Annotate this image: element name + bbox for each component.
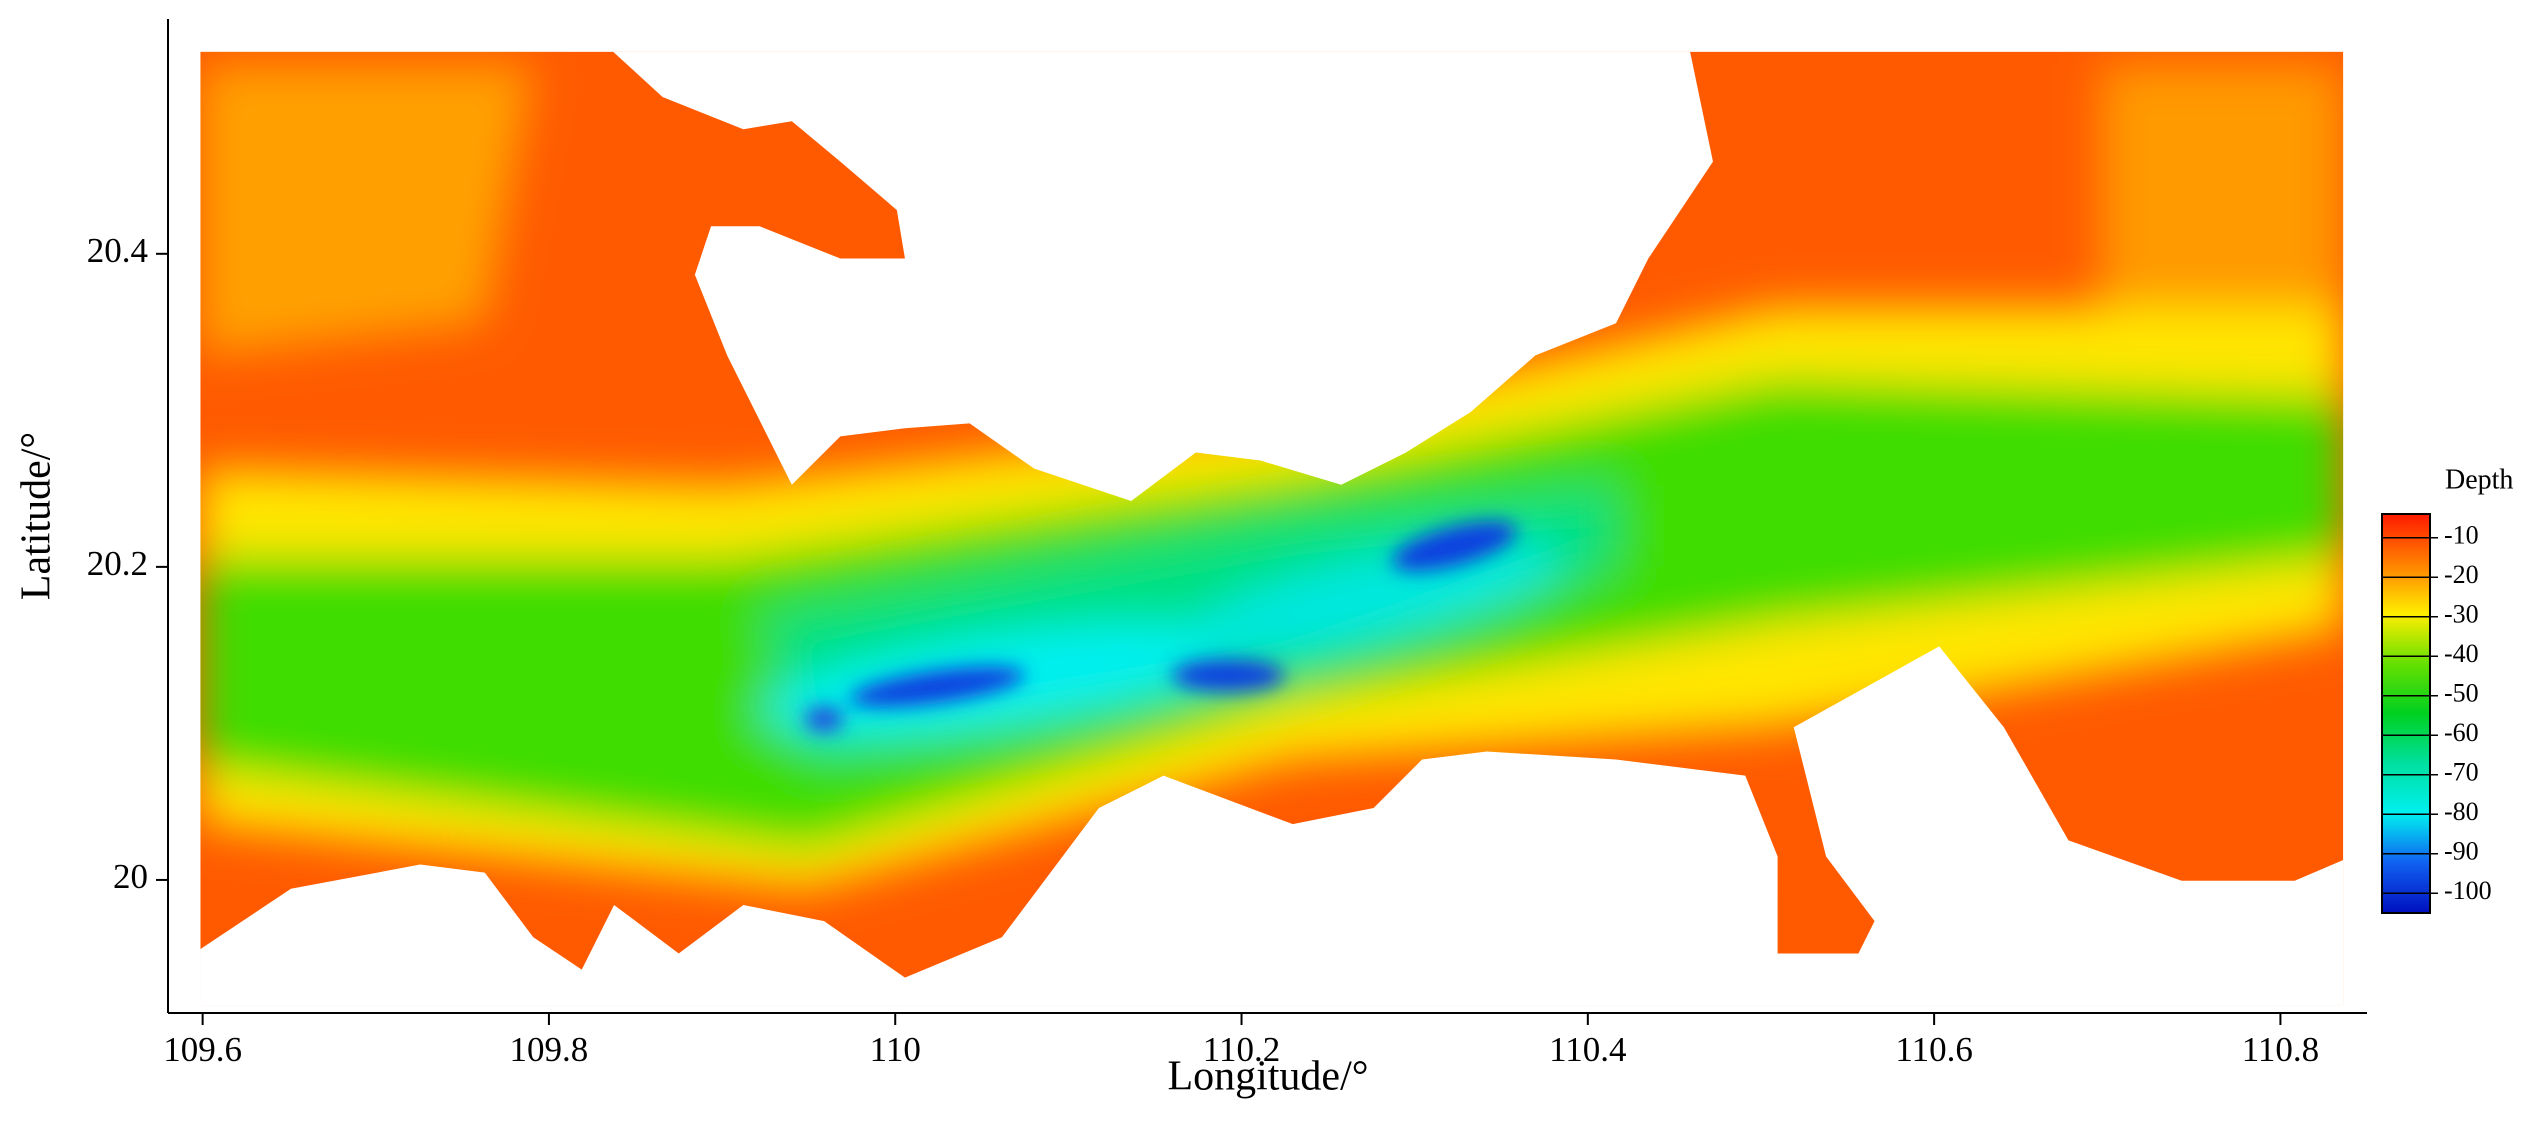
colorbar-tick-label: -40 xyxy=(2444,639,2479,668)
x-tick-label: 110.8 xyxy=(2242,1030,2319,1069)
y-axis-label: Latitude/° xyxy=(14,432,60,600)
colorbar-tick-label: -10 xyxy=(2444,521,2479,550)
x-tick-label: 110.4 xyxy=(1549,1030,1626,1069)
x-axis-label: Longitude/° xyxy=(1167,1054,1368,1100)
x-tick-label: 109.6 xyxy=(163,1030,242,1069)
colorbar-tick-label: -80 xyxy=(2444,797,2479,826)
colorbar-tick-label: -100 xyxy=(2444,876,2492,905)
colorbar-tick-label: -70 xyxy=(2444,758,2479,787)
x-tick-label: 109.8 xyxy=(510,1030,589,1069)
colorbar-title: Depth xyxy=(2445,464,2513,495)
colorbar-tick-label: -30 xyxy=(2444,600,2479,629)
colorbar xyxy=(2381,513,2431,914)
x-tick-label: 110.6 xyxy=(1895,1030,1972,1069)
x-tick-label: 110 xyxy=(870,1030,921,1069)
y-tick-label: 20.4 xyxy=(87,231,148,270)
colorbar-tick-label: -50 xyxy=(2444,679,2479,708)
y-tick-label: 20 xyxy=(113,857,148,896)
colorbar-tick-label: -20 xyxy=(2444,560,2479,589)
colorbar-tick-label: -60 xyxy=(2444,718,2479,747)
y-tick-label: 20.2 xyxy=(87,544,148,583)
x-tick-label: 110.2 xyxy=(1203,1030,1280,1069)
depth-map xyxy=(200,51,2344,1006)
colorbar-tick-label: -90 xyxy=(2444,837,2479,866)
